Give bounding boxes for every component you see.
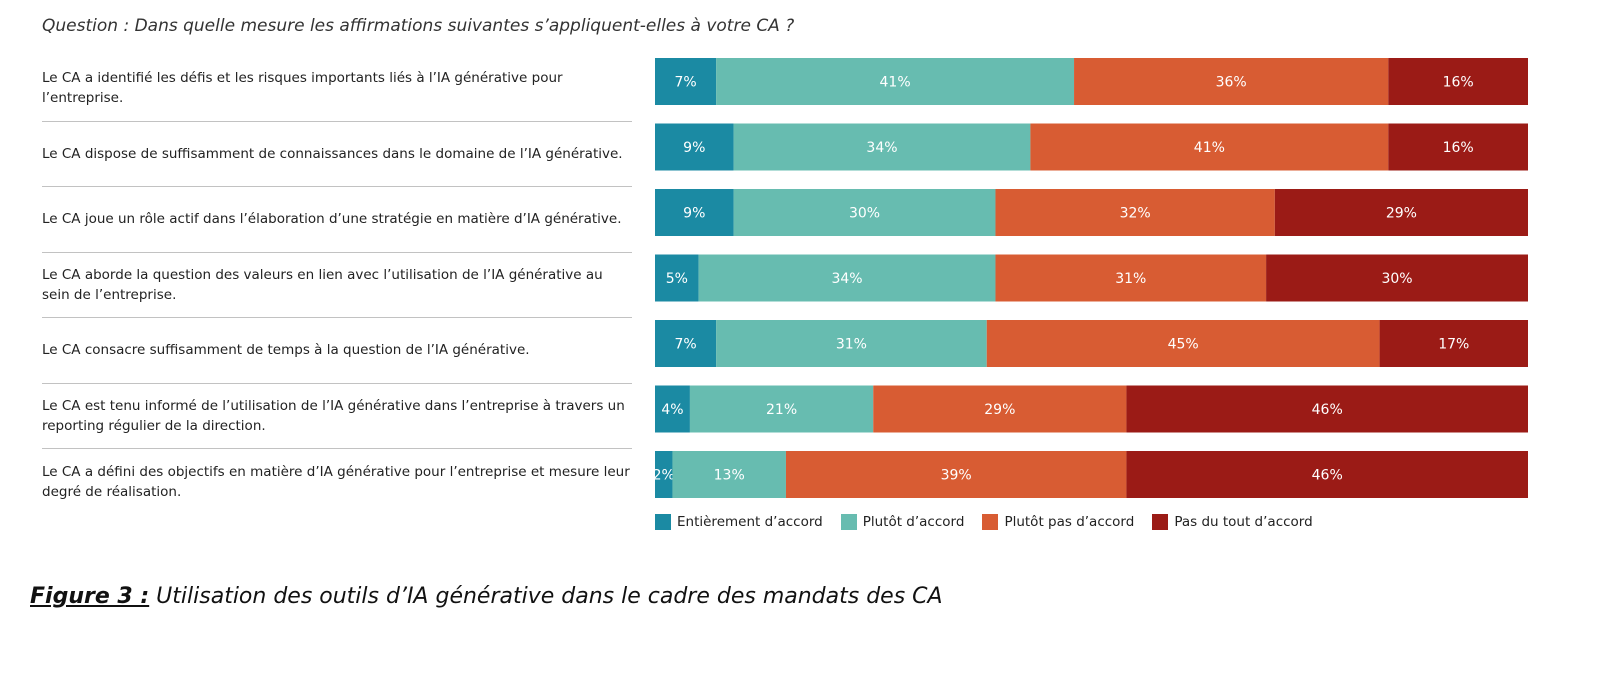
statement-label: Le CA aborde la question des valeurs en … (42, 266, 603, 303)
data-label: 2% (653, 468, 675, 484)
statement-row: Le CA est tenu informé de l’utilisation … (42, 384, 632, 449)
bar-segment (672, 451, 786, 498)
data-label: 16% (1443, 140, 1474, 156)
data-label: 46% (1312, 468, 1343, 484)
bar-segment (873, 385, 1127, 433)
data-label: 9% (683, 140, 705, 156)
figure-caption: Figure 3 : Utilisation des outils d’IA g… (30, 584, 943, 609)
bar-segment (785, 451, 1127, 498)
legend-item: Plutôt d’accord (840, 514, 965, 530)
caption-prefix: Figure 3 : (30, 584, 150, 609)
statement-label: Le CA consacre suffisamment de temps à l… (42, 342, 530, 359)
bar-segment (986, 320, 1380, 367)
legend-swatch (840, 514, 857, 530)
statement-label: Le CA a identifié les défis et les risqu… (42, 70, 563, 107)
bar-segment (995, 189, 1275, 236)
bar-segment (1266, 254, 1528, 302)
statement-label: Le CA dispose de suffisamment de connais… (42, 145, 623, 162)
legend-label: Entièrement d’accord (677, 514, 823, 530)
data-label: 5% (666, 271, 688, 287)
data-label: 29% (984, 402, 1015, 418)
data-label: 36% (1216, 75, 1247, 91)
statement-row: Le CA consacre suffisamment de temps à l… (42, 318, 632, 384)
bar-segment (1274, 189, 1528, 236)
bar-segment (995, 254, 1267, 302)
bar-segment (1030, 123, 1389, 171)
bar-segment (1126, 385, 1528, 433)
bar-segment (1126, 451, 1528, 498)
data-label: 45% (1168, 337, 1199, 353)
bar-segment (655, 58, 717, 105)
legend-label: Plutôt d’accord (862, 514, 965, 530)
data-label: 29% (1386, 206, 1417, 222)
bar-segment (655, 451, 673, 498)
legend-label: Plutôt pas d’accord (1004, 514, 1135, 530)
data-label: 9% (683, 206, 705, 222)
statement-row: Le CA a identifié les défis et les risqu… (42, 56, 632, 122)
data-label: 31% (1115, 271, 1146, 287)
bar-segment (716, 58, 1075, 105)
bar-segment (655, 189, 734, 236)
chart-legend: Entièrement d’accord Plutôt d’accord Plu… (655, 514, 1313, 530)
statement-list: Le CA a identifié les défis et les risqu… (42, 56, 632, 515)
statement-label: Le CA joue un rôle actif dans l’élaborat… (42, 211, 622, 228)
bar-segment (698, 254, 996, 302)
bar-segment (1074, 58, 1389, 105)
statement-label: Le CA a défini des objectifs en matière … (42, 463, 630, 500)
bar-segment (1388, 58, 1528, 105)
legend-item: Plutôt pas d’accord (982, 514, 1134, 530)
data-label: 46% (1312, 402, 1343, 418)
legend-swatch (982, 514, 999, 530)
data-label: 21% (766, 402, 797, 418)
data-label: 34% (831, 271, 862, 287)
caption-text: Utilisation des outils d’IA générative d… (149, 584, 943, 609)
bar-segment (655, 385, 690, 433)
legend-swatch (1152, 514, 1169, 530)
legend-item: Entièrement d’accord (655, 514, 823, 530)
data-label: 16% (1443, 75, 1474, 91)
data-label: 4% (661, 402, 683, 418)
data-label: 32% (1120, 206, 1151, 222)
data-label: 30% (1381, 271, 1412, 287)
bar-segment (655, 123, 734, 171)
data-label: 7% (674, 75, 696, 91)
question-text: Question : Dans quelle mesure les affirm… (42, 16, 795, 36)
statement-row: Le CA dispose de suffisamment de connais… (42, 122, 632, 187)
bar-segment (733, 123, 1031, 171)
statement-row: Le CA aborde la question des valeurs en … (42, 253, 632, 318)
data-label: 7% (674, 337, 696, 353)
statement-row: Le CA joue un rôle actif dans l’élaborat… (42, 187, 632, 253)
data-label: 39% (941, 468, 972, 484)
bar-segment (655, 254, 699, 302)
legend-item: Pas du tout d’accord (1152, 514, 1313, 530)
data-label: 41% (1194, 140, 1225, 156)
bar-segment (655, 320, 717, 367)
data-label: 31% (836, 337, 867, 353)
legend-swatch (655, 514, 671, 530)
bar-segment (689, 385, 874, 433)
bar-segment (716, 320, 987, 367)
statement-row: Le CA a défini des objectifs en matière … (42, 449, 632, 515)
data-label: 41% (880, 75, 911, 91)
bar-segment (1379, 320, 1528, 367)
bar-segment (1388, 123, 1528, 171)
bar-segment (733, 189, 996, 236)
data-label: 34% (866, 140, 897, 156)
data-label: 13% (714, 468, 745, 484)
data-label: 17% (1438, 337, 1469, 353)
statement-label: Le CA est tenu informé de l’utilisation … (42, 397, 625, 434)
legend-label: Pas du tout d’accord (1174, 514, 1313, 530)
data-label: 30% (849, 206, 880, 222)
